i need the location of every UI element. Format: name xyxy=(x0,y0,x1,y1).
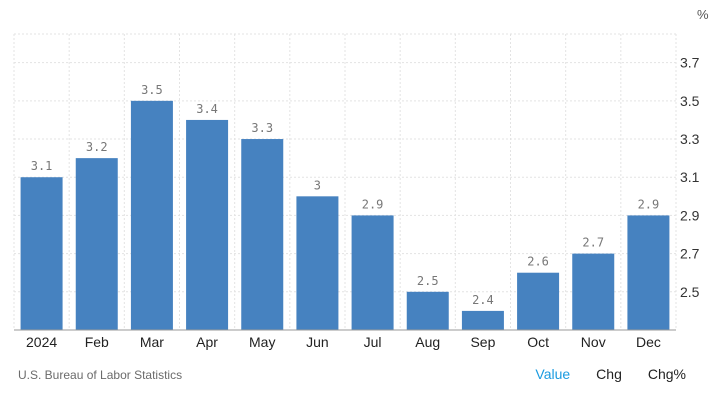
data-label: 3.1 xyxy=(31,159,53,173)
y-tick-label: 3.7 xyxy=(680,55,700,71)
value-tabs: Value Chg Chg% xyxy=(535,366,686,382)
data-label: 2.6 xyxy=(527,255,549,269)
y-tick-label: 2.9 xyxy=(680,207,700,223)
bar xyxy=(296,196,339,330)
x-tick-label: Apr xyxy=(196,334,218,350)
x-tick-label: 2024 xyxy=(26,334,57,350)
x-tick-label: Aug xyxy=(415,334,440,350)
chart-footer: U.S. Bureau of Labor Statistics Value Ch… xyxy=(0,360,726,390)
bar xyxy=(461,310,504,330)
bar xyxy=(20,177,63,330)
bar xyxy=(572,253,615,330)
y-tick-label: 3.1 xyxy=(680,169,700,185)
data-label: 2.9 xyxy=(362,197,384,211)
x-tick-label: Mar xyxy=(140,334,164,350)
tab-chg[interactable]: Chg xyxy=(596,366,622,382)
data-label: 3.3 xyxy=(251,121,273,135)
x-tick-label: Sep xyxy=(470,334,495,350)
source-label: U.S. Bureau of Labor Statistics xyxy=(18,368,183,382)
bar xyxy=(517,272,560,330)
y-tick-label: 2.5 xyxy=(680,284,700,300)
y-tick-label: 3.3 xyxy=(680,131,700,147)
data-label: 3.2 xyxy=(86,140,108,154)
data-label: 2.4 xyxy=(472,293,494,307)
bar xyxy=(241,139,284,330)
y-tick-label: 2.7 xyxy=(680,246,700,262)
x-tick-label: Jul xyxy=(364,334,382,350)
y-tick-label: 3.5 xyxy=(680,93,700,109)
x-tick-label: Dec xyxy=(636,334,661,350)
x-tick-label: Jun xyxy=(306,334,329,350)
bar xyxy=(186,119,229,330)
x-tick-label: Nov xyxy=(581,334,606,350)
data-label: 2.7 xyxy=(582,236,604,250)
tab-value[interactable]: Value xyxy=(535,366,571,382)
x-tick-label: Oct xyxy=(527,334,549,350)
unit-label: % xyxy=(697,7,709,22)
bar-chart: 2.5 2.7 2.9 3.1 3.3 3.5 3.7% 3.1 2024 3.2 Feb 3.5 Ma… xyxy=(13,7,709,350)
data-label: 3 xyxy=(314,178,321,192)
data-label: 2.9 xyxy=(638,197,660,211)
tab-chg-percent[interactable]: Chg% xyxy=(647,366,686,382)
bar xyxy=(351,215,394,330)
x-tick-label: Feb xyxy=(85,334,109,350)
data-label: 3.4 xyxy=(196,102,218,116)
data-label: 2.5 xyxy=(417,274,439,288)
bar xyxy=(406,291,449,330)
x-tick-label: May xyxy=(249,334,275,350)
bar xyxy=(130,100,173,330)
bar xyxy=(627,215,670,330)
bar xyxy=(75,158,118,330)
data-label: 3.5 xyxy=(141,83,163,97)
